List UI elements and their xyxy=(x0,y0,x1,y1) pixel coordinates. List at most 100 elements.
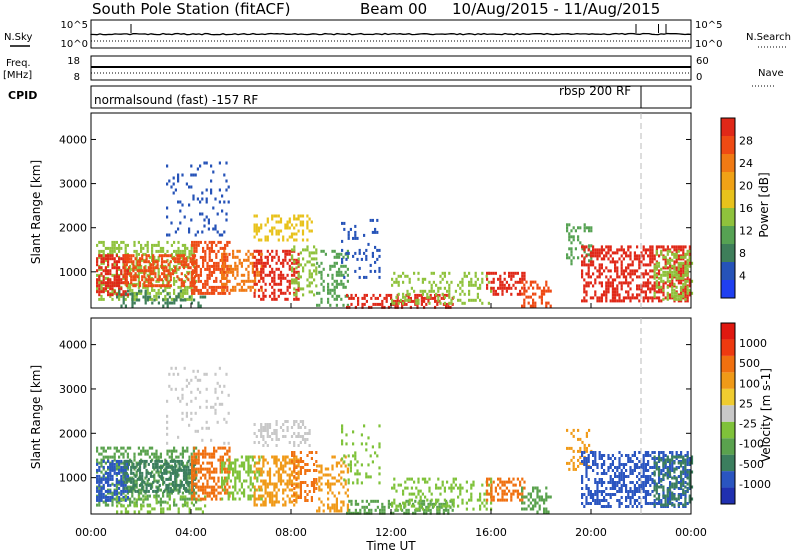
velocity-cell xyxy=(104,489,107,493)
velocity-cell xyxy=(253,476,256,480)
power-cell xyxy=(149,269,153,273)
velocity-cell xyxy=(146,494,149,498)
power-cell xyxy=(660,279,663,283)
power-cell xyxy=(664,270,667,274)
velocity-cell xyxy=(282,470,285,474)
velocity-cell xyxy=(127,489,131,493)
power-cell xyxy=(666,294,669,298)
power-cell xyxy=(175,298,178,302)
power-cell xyxy=(100,260,103,264)
power-cell xyxy=(123,254,126,258)
velocity-cell xyxy=(243,491,246,495)
velocity-cell xyxy=(588,428,591,432)
power-cell xyxy=(627,254,630,258)
power-cell xyxy=(406,289,409,293)
power-cell xyxy=(158,278,161,282)
velocity-cell xyxy=(505,480,508,484)
power-cell xyxy=(310,251,313,255)
velocity-cell xyxy=(536,510,539,514)
power-cell xyxy=(642,296,645,300)
power-cell xyxy=(167,263,170,267)
power-cell xyxy=(346,267,349,271)
velocity-cell xyxy=(445,499,448,503)
velocity-cell xyxy=(566,428,569,432)
velocity-ytick-label: 2000 xyxy=(59,427,87,440)
velocity-cell xyxy=(365,442,368,446)
velocity-cell xyxy=(227,467,230,471)
velocity-cell xyxy=(279,482,283,486)
velocity-cell xyxy=(295,435,298,438)
velocity-cell xyxy=(170,366,173,370)
velocity-cell xyxy=(519,480,522,484)
power-cell xyxy=(156,263,159,267)
power-cell xyxy=(662,257,665,261)
velocity-cell xyxy=(147,477,150,481)
power-cell xyxy=(157,270,160,274)
velocity-cell xyxy=(193,491,196,495)
power-cell xyxy=(587,275,590,279)
velocity-cell xyxy=(581,481,584,484)
power-cell xyxy=(268,264,272,268)
power-cell xyxy=(568,247,571,251)
power-cell xyxy=(374,296,377,300)
velocity-cell xyxy=(299,469,302,472)
velocity-cell xyxy=(343,454,346,458)
freq-trace xyxy=(91,66,691,74)
power-cell xyxy=(688,281,691,285)
velocity-cell xyxy=(113,446,116,450)
power-cell xyxy=(122,260,125,264)
power-cell xyxy=(368,305,371,309)
power-cell xyxy=(149,263,153,267)
power-cell xyxy=(439,286,442,290)
power-cell xyxy=(343,275,346,279)
velocity-cell xyxy=(589,502,592,505)
velocity-cell xyxy=(359,508,362,512)
power-cell xyxy=(341,257,344,261)
velocity-cell xyxy=(210,455,213,459)
power-cell xyxy=(474,298,477,302)
power-cell xyxy=(226,264,229,268)
power-cell xyxy=(470,283,473,287)
velocity-cell xyxy=(378,442,381,446)
power-cell xyxy=(677,273,680,277)
power-cell xyxy=(629,257,632,261)
velocity-cell xyxy=(192,449,195,453)
power-cell xyxy=(202,261,205,265)
power-cell xyxy=(592,263,595,267)
power-cell xyxy=(146,240,149,244)
power-cell xyxy=(293,287,296,291)
power-cell xyxy=(616,293,619,297)
power-cell xyxy=(529,304,532,308)
velocity-cell xyxy=(459,486,462,490)
power-cell xyxy=(109,246,112,250)
power-cell xyxy=(620,281,623,285)
power-cell xyxy=(257,252,261,256)
power-cell xyxy=(147,269,150,273)
velocity-cell xyxy=(180,483,183,487)
power-cell xyxy=(266,235,269,239)
velocity-cell xyxy=(182,477,186,481)
velocity-cell xyxy=(120,470,123,474)
velocity-cell xyxy=(545,495,548,499)
power-cell xyxy=(100,294,103,298)
power-cell xyxy=(184,279,187,283)
power-cell xyxy=(178,260,181,264)
velocity-cell xyxy=(583,460,586,463)
power-cell xyxy=(115,281,118,285)
power-cell xyxy=(206,243,209,247)
power-cell xyxy=(383,305,386,309)
power-cell xyxy=(116,295,119,299)
power-cell xyxy=(275,214,278,218)
velocity-cell xyxy=(295,497,298,501)
power-cell xyxy=(111,243,114,247)
velocity-cell xyxy=(191,461,194,465)
velocity-cell xyxy=(361,505,364,509)
power-cell xyxy=(100,240,103,244)
velocity-cell xyxy=(219,461,222,465)
velocity-cell xyxy=(195,482,198,486)
velocity-cell xyxy=(441,504,444,508)
power-ytick-label: 4000 xyxy=(59,133,87,146)
velocity-cell xyxy=(199,467,202,471)
power-cell xyxy=(419,289,422,293)
power-cell xyxy=(221,258,224,262)
